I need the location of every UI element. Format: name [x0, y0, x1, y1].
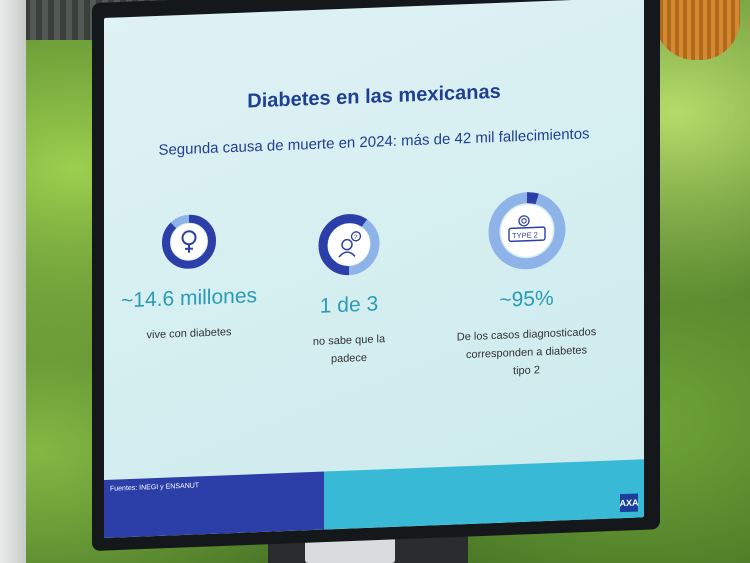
confused-woman-icon: ?: [328, 222, 370, 267]
slide-subtitle: Segunda causa de muerte en 2024: más de …: [158, 125, 590, 159]
female-symbol-icon: [171, 223, 207, 261]
stat-value: 1 de 3: [319, 292, 379, 318]
donut-chart: TYPE 2: [488, 190, 566, 271]
donut-ring: [162, 214, 216, 269]
stat-women-with-diabetes: ~14.6 millones vive con diabetes: [114, 212, 264, 346]
slide-title: Diabetes en las mexicanas: [247, 80, 501, 113]
type-2-label: TYPE 2: [512, 230, 538, 240]
wicker-lamp: [655, 0, 740, 60]
stat-description: vive con diabetes: [146, 326, 232, 342]
stat-description: De los casos diagnosticados corresponden…: [456, 326, 597, 378]
stat-value: ~95%: [499, 286, 554, 312]
donut-chart: ?: [318, 212, 380, 276]
donut-chart: [162, 214, 216, 270]
source-note: Fuentes: INEGI y ENSANUT: [110, 482, 200, 493]
stat-description: no sabe que la padece: [312, 333, 386, 366]
type-2-icon: TYPE 2: [500, 203, 553, 258]
footer-teal-band: [324, 459, 644, 530]
donut-ring: [318, 214, 380, 276]
axa-logo: AXA: [620, 493, 639, 513]
donut-ring: [488, 192, 565, 270]
stat-value: ~14.6 millones: [121, 284, 257, 313]
presentation-screen: Diabetes en las mexicanas Segunda causa …: [104, 0, 644, 538]
white-pillar: [0, 0, 26, 563]
footer-blue-band: Fuentes: INEGI y ENSANUT: [104, 471, 324, 538]
stat-undiagnosed: ? 1 de 3 no sabe que la padece: [274, 211, 424, 371]
stat-type-2-share: TYPE 2 ~95% De los casos diagnosticados …: [439, 188, 614, 383]
svg-text:?: ?: [354, 235, 358, 241]
